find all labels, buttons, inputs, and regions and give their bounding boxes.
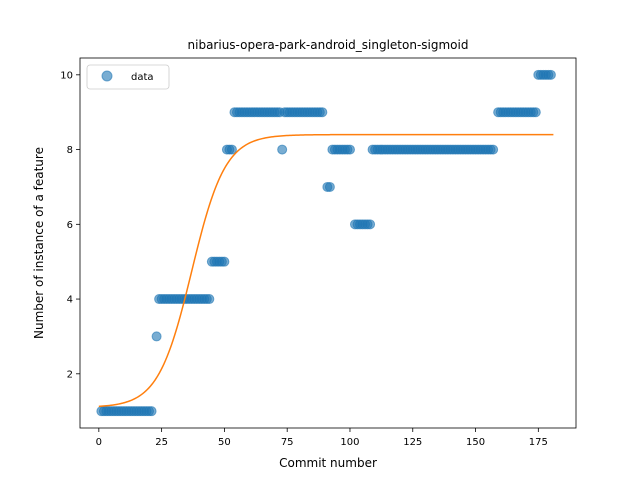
data-point xyxy=(277,144,288,155)
legend-entry-data: data xyxy=(131,72,154,83)
y-tick-label: 8 xyxy=(67,145,73,156)
legend-box xyxy=(86,64,170,90)
x-tick-label: 100 xyxy=(340,437,359,448)
x-tick-label: 125 xyxy=(403,437,422,448)
y-tick-label: 10 xyxy=(60,70,73,81)
legend: data xyxy=(86,64,170,90)
axes-frame xyxy=(79,57,577,429)
y-tick-label: 2 xyxy=(67,369,73,380)
data-point xyxy=(146,406,157,417)
data-point xyxy=(365,219,376,230)
y-tick-label: 4 xyxy=(67,295,73,306)
data-point xyxy=(488,144,499,155)
x-tick-label: 0 xyxy=(96,437,102,448)
data-point xyxy=(219,256,230,267)
data-point xyxy=(317,107,328,118)
data-point xyxy=(545,69,556,80)
x-tick-label: 25 xyxy=(155,437,168,448)
legend-marker xyxy=(101,70,113,82)
data-point xyxy=(530,107,541,118)
data-point xyxy=(226,144,237,155)
x-tick-label: 175 xyxy=(529,437,548,448)
plot-area xyxy=(96,69,556,417)
x-axis: 0 25 50 75 100 125 150 175 xyxy=(96,428,548,448)
data-point xyxy=(344,144,355,155)
y-tick-label: 6 xyxy=(67,220,73,231)
sigmoid-fit-line xyxy=(98,133,554,408)
y-axis: 2 4 6 8 10 xyxy=(60,70,80,380)
x-axis-label: Commit number xyxy=(279,456,377,470)
y-axis-label: Number of instance of a feature xyxy=(32,147,46,339)
data-point xyxy=(204,294,215,305)
data-point xyxy=(324,181,335,192)
x-tick-label: 150 xyxy=(466,437,485,448)
chart-title: nibarius-opera-park-android_singleton-si… xyxy=(188,38,469,52)
x-tick-label: 50 xyxy=(218,437,231,448)
data-point xyxy=(151,331,162,342)
x-tick-label: 75 xyxy=(281,437,294,448)
